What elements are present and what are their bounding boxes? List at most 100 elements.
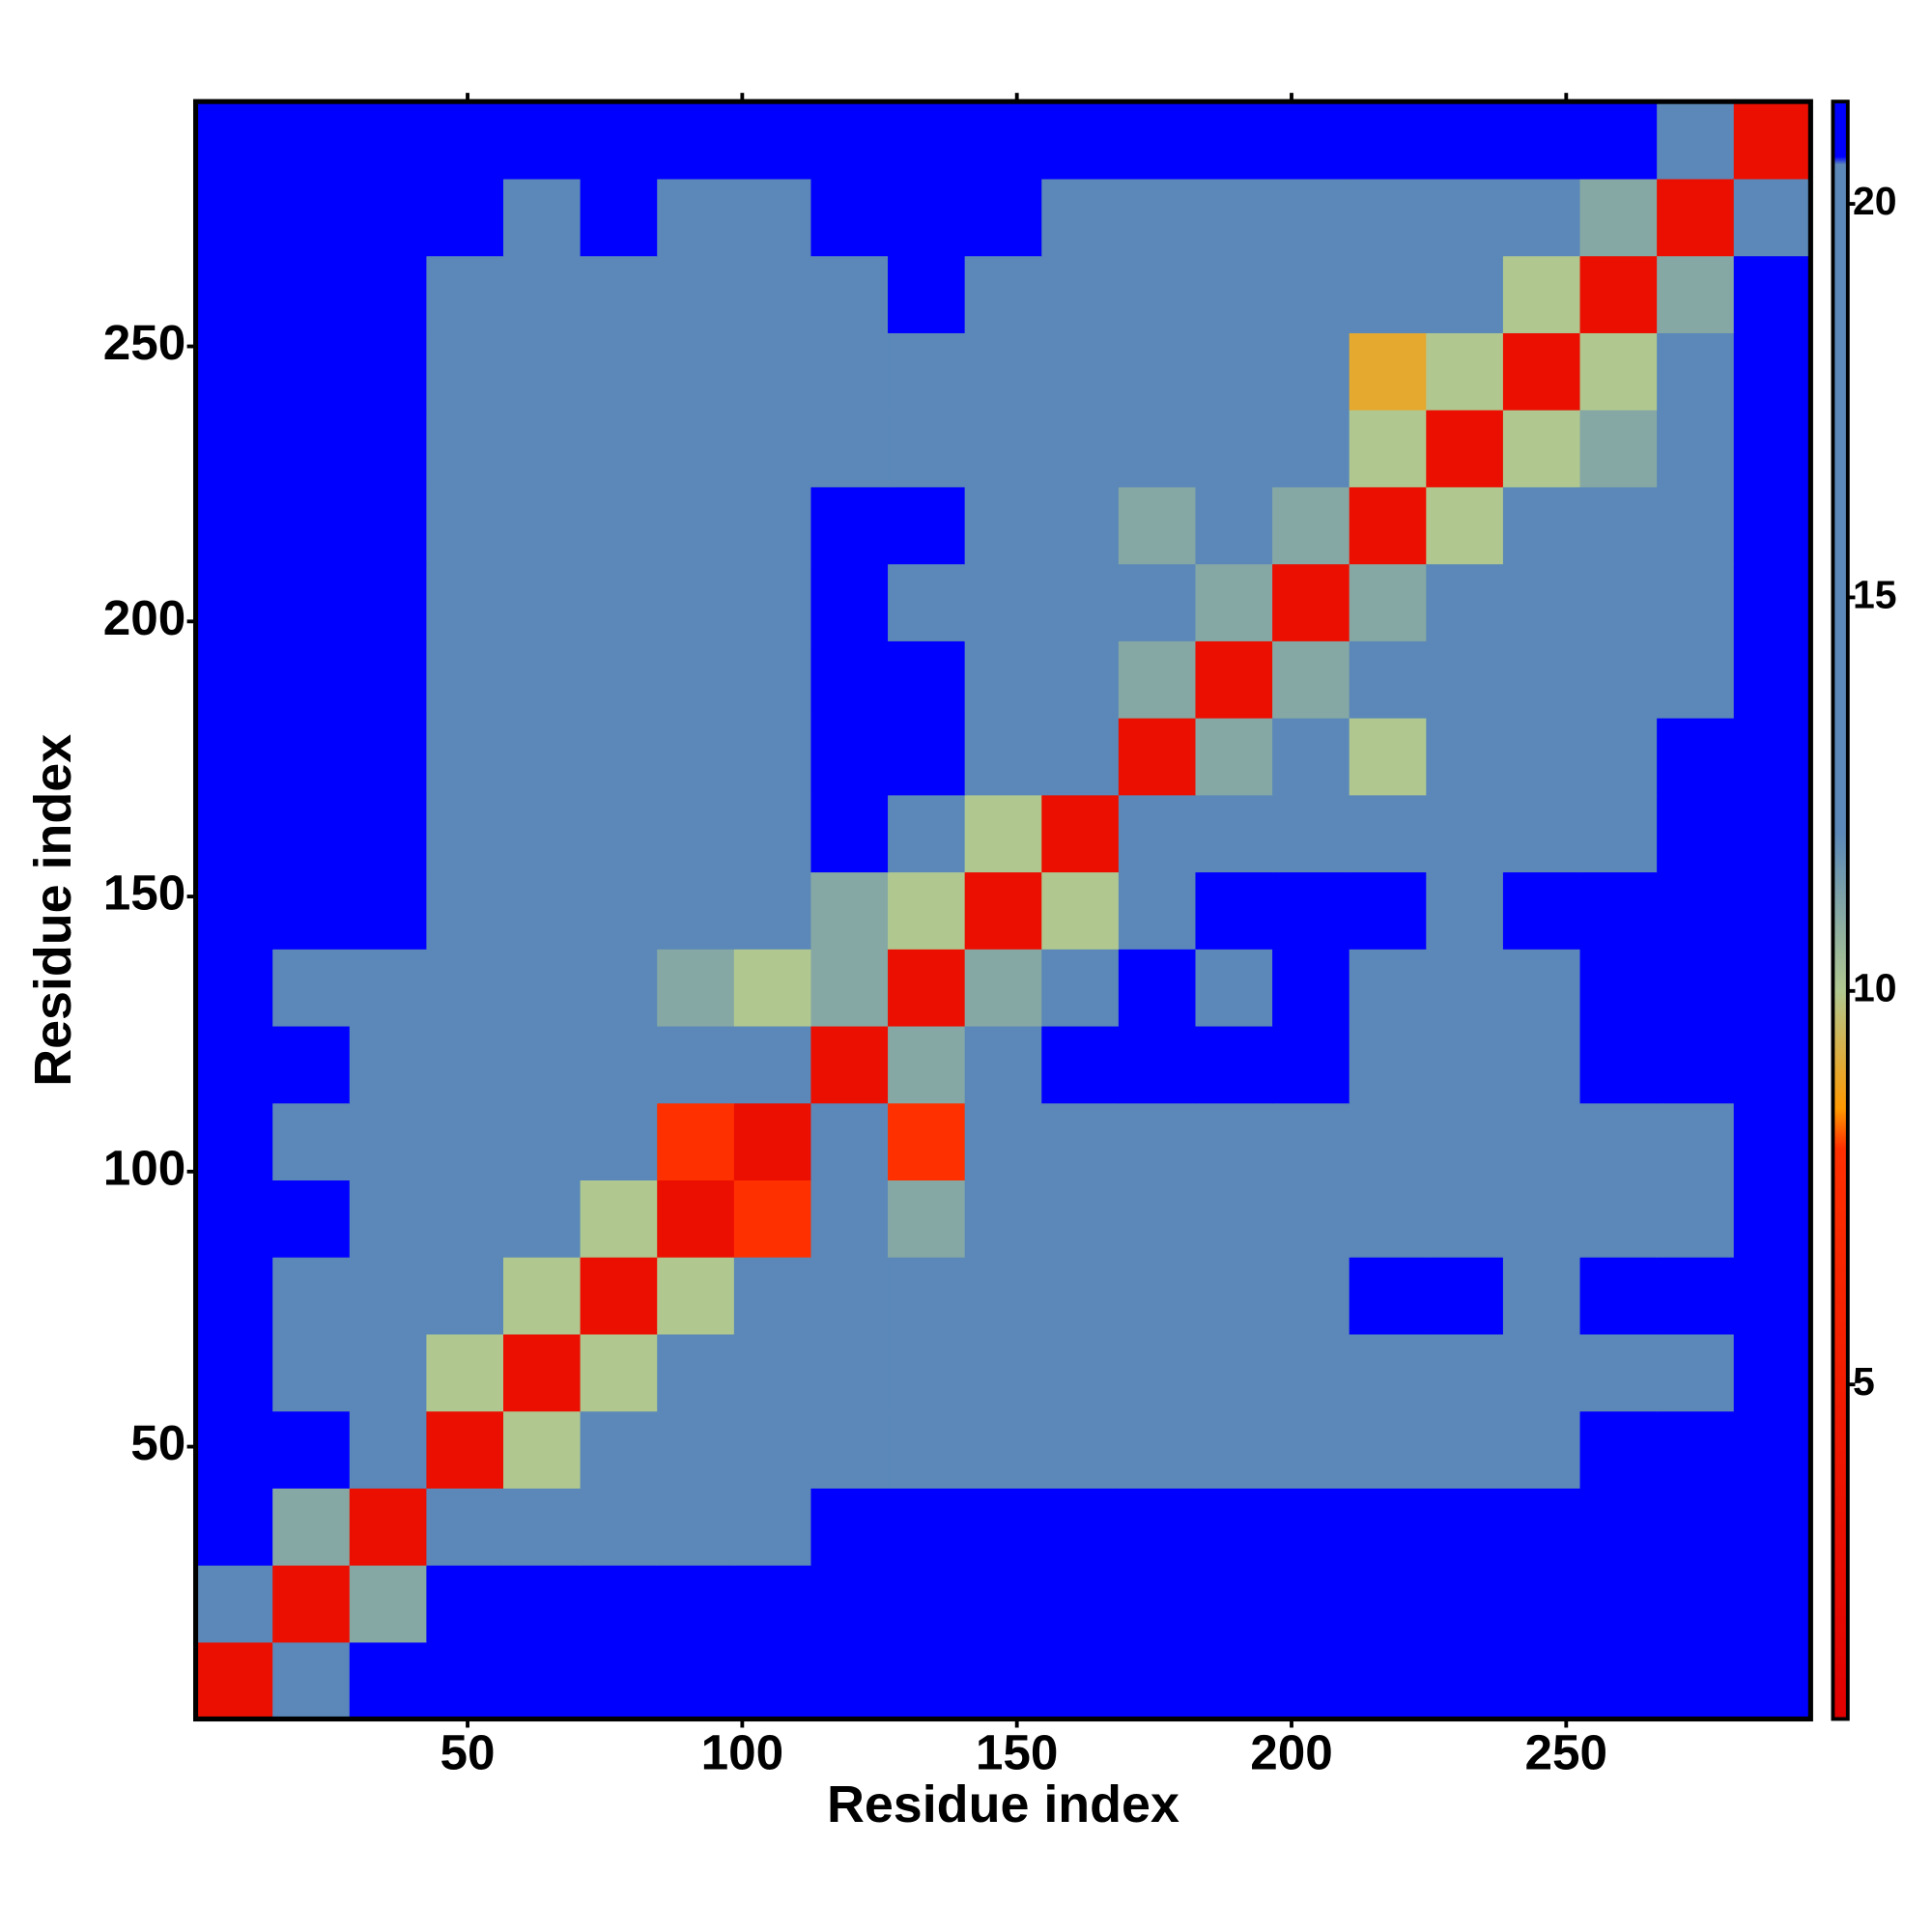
heatmap-cell	[272, 794, 351, 873]
heatmap-cell	[1426, 949, 1504, 1027]
heatmap-cell	[349, 178, 428, 257]
heatmap-cell	[1579, 949, 1658, 1027]
heatmap-cell	[1195, 1025, 1273, 1104]
heatmap-cell	[1657, 101, 1735, 180]
heatmap-cell	[349, 1410, 428, 1489]
heatmap-cell	[733, 717, 812, 796]
heatmap-cell	[426, 794, 504, 873]
heatmap-cell	[1118, 794, 1197, 873]
heatmap-cell	[1426, 178, 1504, 257]
heatmap-cell	[1579, 255, 1658, 333]
heatmap-cell	[1349, 1179, 1427, 1258]
heatmap-cell	[1272, 949, 1350, 1027]
heatmap-cell	[1657, 871, 1735, 950]
heatmap-cell	[1579, 486, 1658, 565]
heatmap-cell	[426, 410, 504, 488]
heatmap-cell	[657, 1565, 735, 1643]
heatmap-cell	[1733, 1488, 1811, 1566]
heatmap-cell	[1733, 1102, 1811, 1181]
heatmap-cell	[1657, 794, 1735, 873]
heatmap-cell	[1349, 949, 1427, 1027]
heatmap-cell	[1195, 178, 1273, 257]
heatmap-cell	[888, 640, 966, 719]
heatmap-cell	[1349, 794, 1427, 873]
heatmap-cell	[1118, 871, 1197, 950]
heatmap-cell	[1502, 871, 1581, 950]
heatmap-cell	[1426, 332, 1504, 411]
heatmap-cell	[888, 1488, 966, 1566]
heatmap-cell	[272, 717, 351, 796]
heatmap-cell	[503, 255, 582, 333]
heatmap-cell	[964, 1488, 1042, 1566]
heatmap-cell	[1579, 794, 1658, 873]
heatmap-cell	[272, 332, 351, 411]
heatmap-cell	[503, 332, 582, 411]
heatmap-cell	[733, 178, 812, 257]
heatmap-cell	[810, 871, 889, 950]
heatmap-cell	[733, 1333, 812, 1412]
heatmap-cell	[888, 410, 966, 488]
heatmap-cell	[1118, 255, 1197, 333]
heatmap-cell	[1733, 178, 1811, 257]
heatmap-cell	[349, 794, 428, 873]
heatmap-cell	[580, 1025, 658, 1104]
heatmap-cell	[1579, 563, 1658, 641]
heatmap-cell	[733, 949, 812, 1027]
heatmap-cell	[426, 1179, 504, 1258]
heatmap-cell	[1118, 101, 1197, 180]
heatmap-cell	[195, 717, 273, 796]
heatmap-cell	[1195, 1410, 1273, 1489]
heatmap-cell	[1118, 178, 1197, 257]
heatmap-cell	[426, 1641, 504, 1720]
heatmap-cell	[1272, 1641, 1350, 1720]
heatmap-cell	[1349, 1102, 1427, 1181]
colorbar-tick-label: 15	[1853, 572, 1897, 616]
heatmap-cell	[1426, 1179, 1504, 1258]
heatmap-cell	[580, 1641, 658, 1720]
heatmap-cell	[349, 332, 428, 411]
heatmap-cell	[503, 101, 582, 180]
heatmap-cell	[272, 1488, 351, 1566]
colorbar	[1831, 99, 1850, 1721]
heatmap-cell	[272, 1179, 351, 1258]
heatmap-cell	[657, 871, 735, 950]
heatmap-cell	[1502, 563, 1581, 641]
heatmap-cell	[657, 410, 735, 488]
heatmap-cells	[195, 101, 1811, 1720]
heatmap-cell	[1657, 1641, 1735, 1720]
heatmap-cell	[1272, 1257, 1350, 1335]
heatmap-cell	[195, 101, 273, 180]
heatmap-cell	[888, 1410, 966, 1489]
heatmap-cell	[349, 410, 428, 488]
heatmap-cell	[1349, 1025, 1427, 1104]
heatmap-cell	[1657, 1179, 1735, 1258]
heatmap-cell	[1041, 332, 1120, 411]
heatmap-cell	[426, 1488, 504, 1566]
heatmap-cell	[349, 1102, 428, 1181]
heatmap-cell	[1118, 1488, 1197, 1566]
heatmap-cell	[195, 563, 273, 641]
heatmap-cell	[195, 1410, 273, 1489]
heatmap-cell	[1349, 1333, 1427, 1412]
heatmap-cell	[657, 255, 735, 333]
heatmap-cell	[349, 1025, 428, 1104]
heatmap-cell	[810, 640, 889, 719]
heatmap-cell	[1272, 1410, 1350, 1489]
heatmap-cell	[1426, 1565, 1504, 1643]
heatmap-cell	[1733, 794, 1811, 873]
heatmap-cell	[1657, 1102, 1735, 1181]
heatmap-cell	[888, 332, 966, 411]
heatmap-cell	[1502, 332, 1581, 411]
heatmap-cell	[1733, 1410, 1811, 1489]
heatmap-cell	[810, 255, 889, 333]
heatmap-cell	[1195, 563, 1273, 641]
heatmap-cell	[1426, 410, 1504, 488]
heatmap-cell	[1579, 1257, 1658, 1335]
heatmap-cell	[733, 871, 812, 950]
heatmap-cell	[733, 1025, 812, 1104]
heatmap-cell	[1579, 1025, 1658, 1104]
heatmap-cell	[1349, 332, 1427, 411]
heatmap-cell	[1272, 101, 1350, 180]
heatmap-cell	[1272, 1025, 1350, 1104]
heatmap-cell	[503, 1102, 582, 1181]
